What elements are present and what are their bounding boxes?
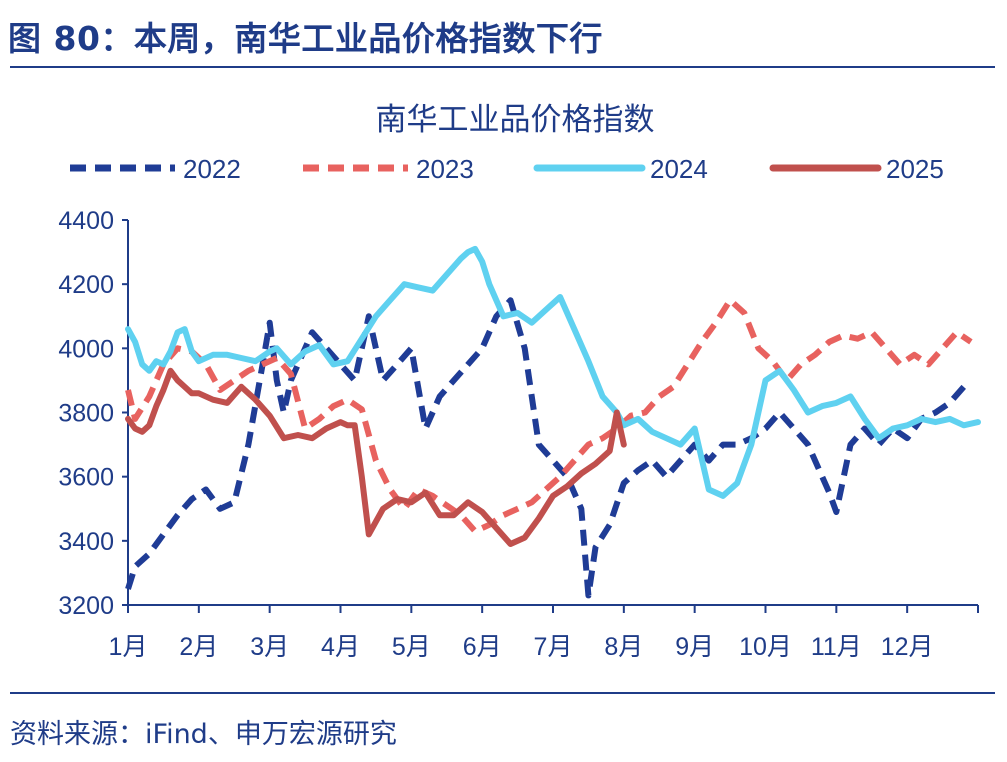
y-tick-label: 3600 (58, 464, 114, 492)
x-tick-label: 11月 (811, 633, 862, 661)
y-tick-label: 3800 (58, 400, 114, 428)
x-tick-label: 1月 (109, 633, 148, 661)
y-tick-label: 3200 (58, 592, 114, 620)
series-line-2024 (125, 245, 981, 499)
axes: 3200 3400 3600 3800 4000 4200 4400 1月 2月 3月 4月 5月 6月… (58, 207, 979, 661)
x-tick-label: 10月 (739, 633, 792, 661)
legend-label-2024: 2024 (650, 154, 708, 184)
x-tick-label: 8月 (604, 633, 643, 661)
legend: 2022 2023 2024 2025 (70, 154, 944, 184)
x-tick-label: 2月 (179, 633, 218, 661)
legend-label-2023: 2023 (416, 154, 474, 184)
y-tick-label: 4200 (58, 271, 114, 299)
legend-label-2022: 2022 (183, 154, 241, 184)
series-line-2022 (125, 297, 967, 599)
x-tick-label: 6月 (463, 633, 502, 661)
y-tick-label: 4000 (58, 335, 114, 363)
legend-label-2025: 2025 (886, 154, 944, 184)
y-tick-label: 3400 (58, 528, 114, 556)
source-note: 资料来源：iFind、申万宏源研究 (10, 719, 397, 750)
x-tick-label: 4月 (321, 633, 360, 661)
series-line-2025 (125, 367, 627, 547)
x-tick-label: 12月 (881, 633, 934, 661)
series-group (125, 245, 981, 599)
chart-title: 南华工业品价格指数 (376, 102, 655, 138)
source-rule (10, 692, 995, 694)
x-tick-label: 9月 (675, 633, 714, 661)
x-tick-label: 3月 (250, 633, 289, 661)
series-line-2023 (125, 297, 973, 535)
x-tick-label: 7月 (534, 633, 573, 661)
y-tick-label: 4400 (58, 207, 114, 235)
line-chart: 南华工业品价格指数 2022 2023 2024 2025 3200340036003… (58, 102, 981, 661)
x-tick-label: 5月 (392, 633, 431, 661)
title-rule (10, 66, 995, 68)
figure-title: 图 80：本周，南华工业品价格指数下行 (8, 19, 603, 58)
